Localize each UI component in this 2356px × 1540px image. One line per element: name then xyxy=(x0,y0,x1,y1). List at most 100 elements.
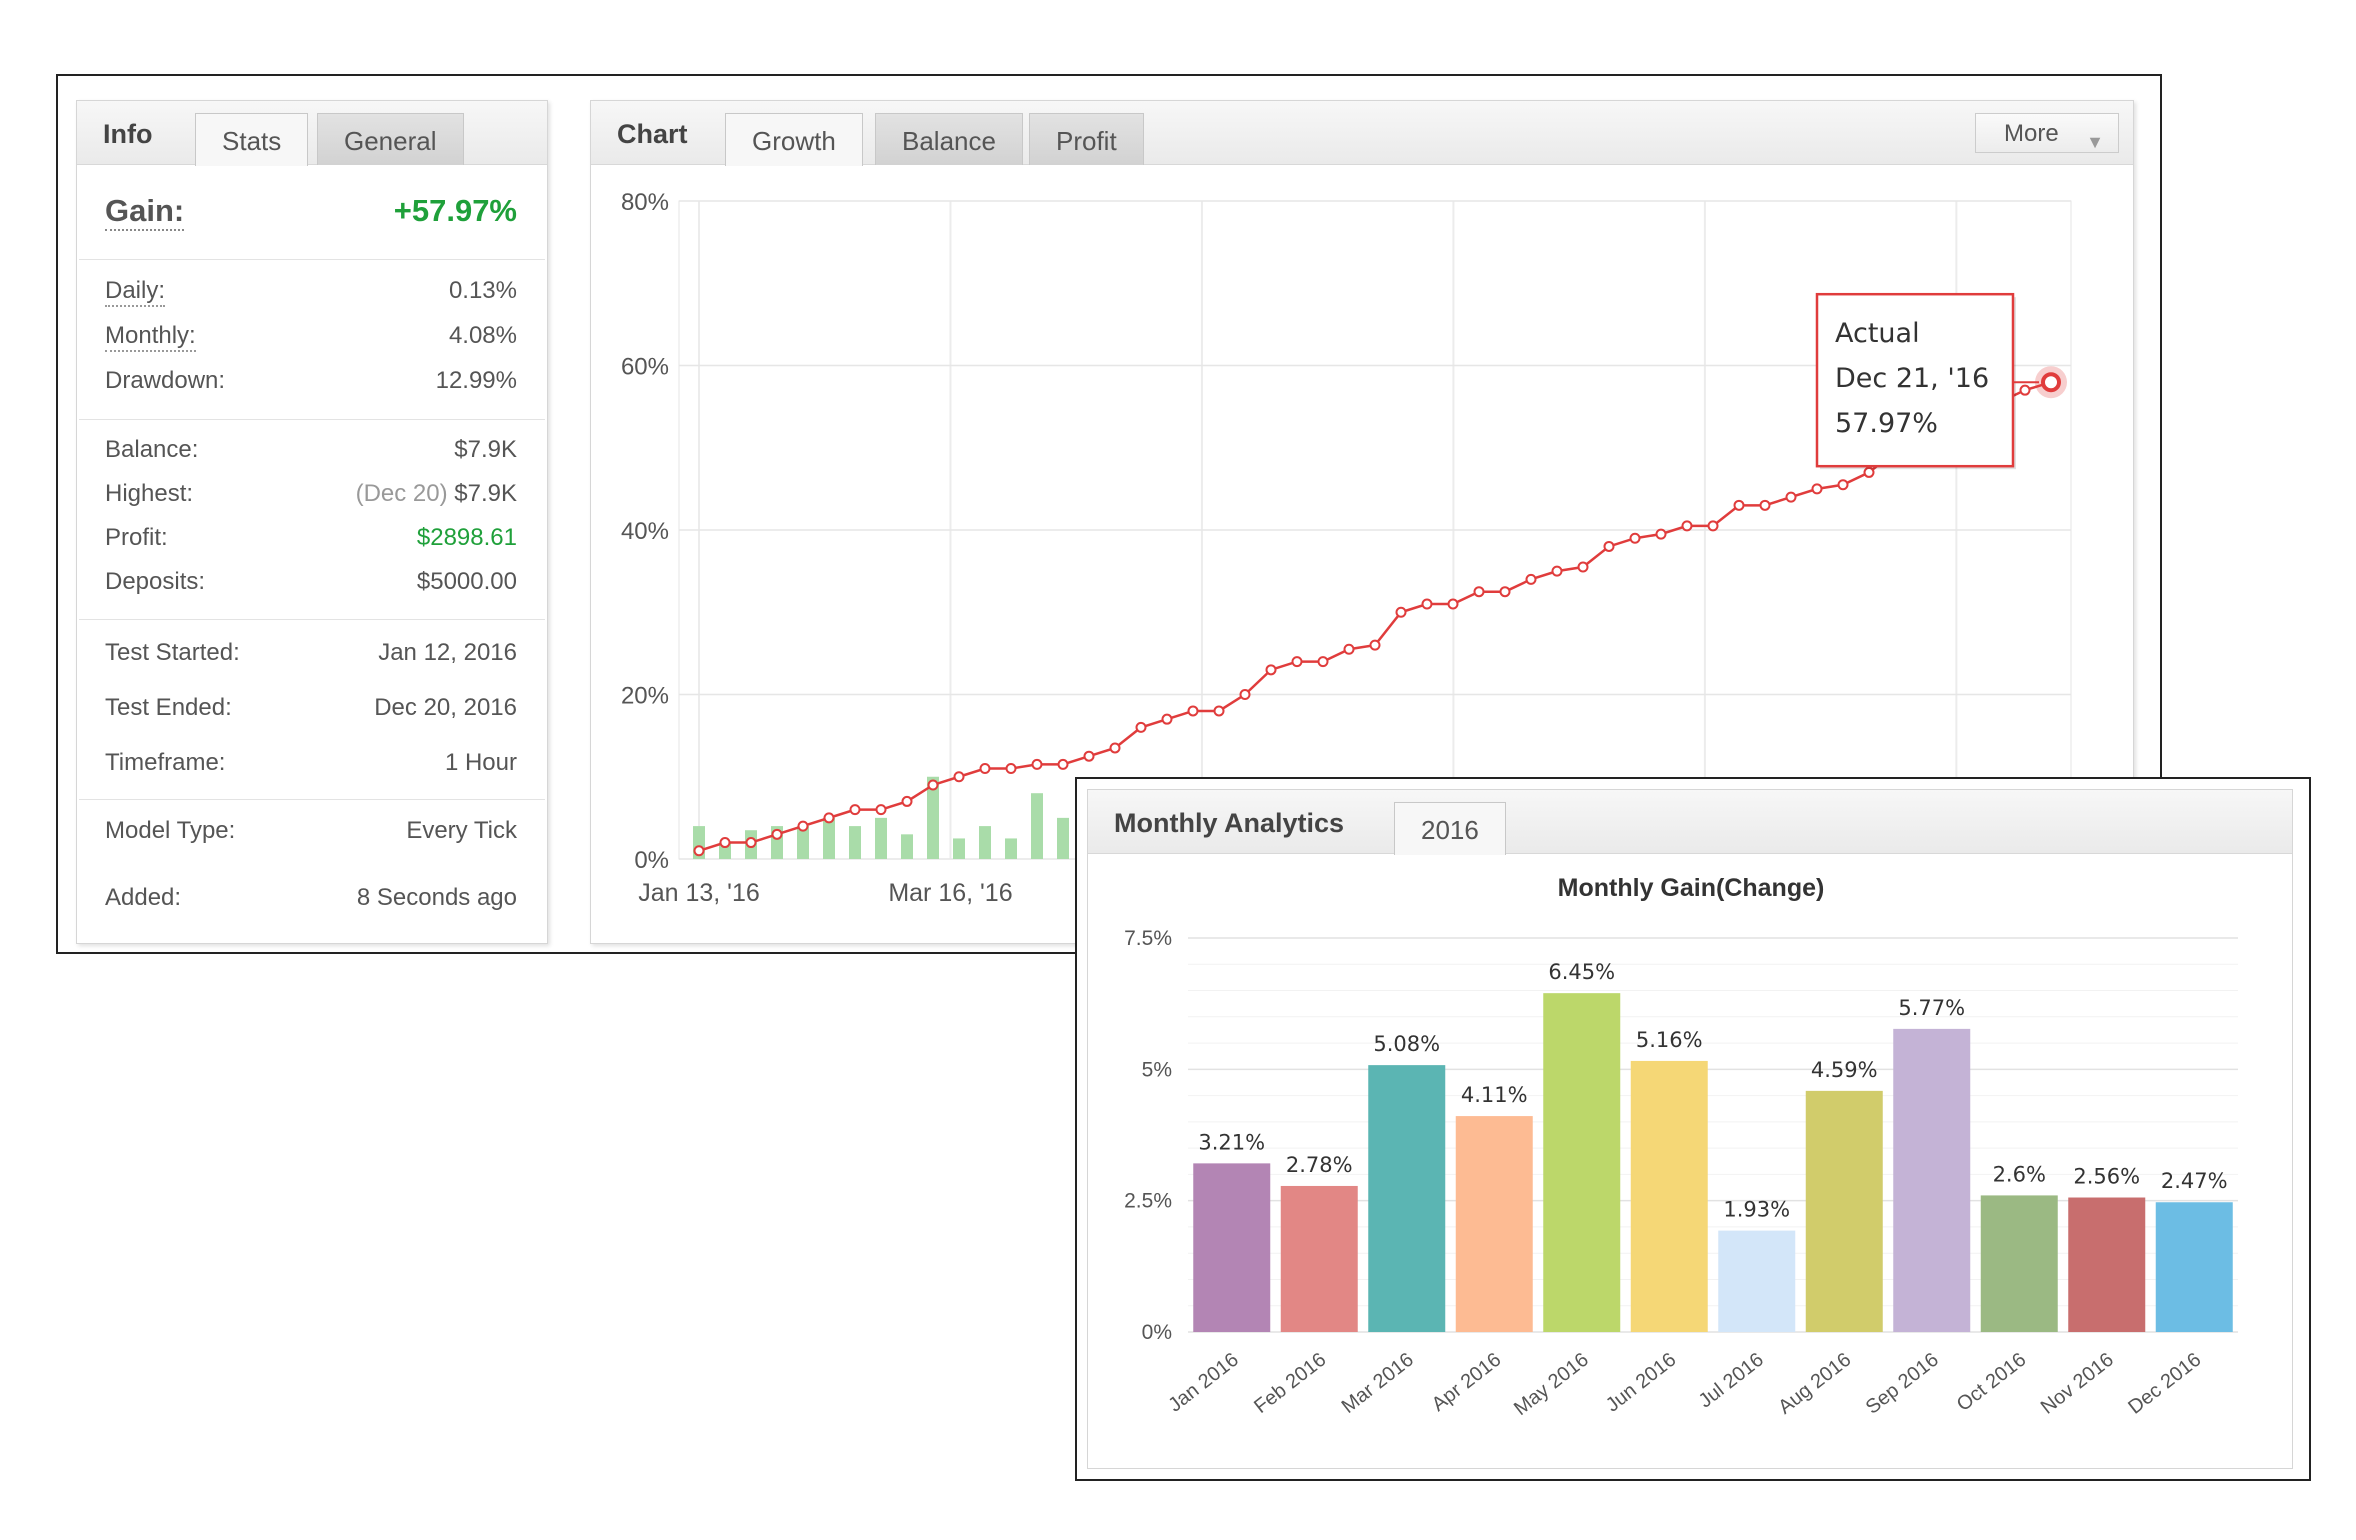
tooltip-series: Actual xyxy=(1835,318,1920,349)
data-point xyxy=(1837,479,1849,491)
data-point xyxy=(927,779,939,791)
bar xyxy=(1980,1195,2058,1332)
tab-year-2016[interactable]: 2016 xyxy=(1394,802,1506,855)
bar xyxy=(1893,1028,1971,1332)
data-point xyxy=(1031,758,1043,770)
drawdown-value: 12.99% xyxy=(435,367,517,394)
drawdown-row: Drawdown: 12.99% xyxy=(105,367,517,399)
monthly-value: 4.08% xyxy=(448,322,517,349)
y-tick-label: 0% xyxy=(634,847,669,874)
bar-value-label: 2.47% xyxy=(2161,1169,2228,1193)
divider xyxy=(79,259,545,260)
volume-bar xyxy=(823,817,835,859)
tab-profit[interactable]: Profit xyxy=(1029,113,1144,165)
bar-value-label: 2.6% xyxy=(1993,1162,2046,1186)
added-row: Added: 8 Seconds ago xyxy=(105,884,517,916)
data-point xyxy=(1343,643,1355,655)
data-point xyxy=(1733,499,1745,511)
chart-title: Chart xyxy=(617,119,688,149)
x-tick-label: Nov 2016 xyxy=(2037,1349,2118,1419)
x-tick-label: Sep 2016 xyxy=(1862,1349,1943,1419)
test-started-value: Jan 12, 2016 xyxy=(378,639,517,666)
y-tick-label: 0% xyxy=(1142,1321,1172,1344)
bar-value-label: 4.11% xyxy=(1461,1083,1528,1107)
data-point xyxy=(745,837,757,849)
data-point xyxy=(1863,466,1875,478)
y-tick-label: 20% xyxy=(621,683,669,710)
daily-value: 0.13% xyxy=(448,277,517,304)
highlight-point xyxy=(2041,372,2061,393)
timeframe-label: Timeframe: xyxy=(105,749,226,776)
bar xyxy=(1368,1065,1446,1332)
gain-label[interactable]: Gain: xyxy=(105,193,185,231)
bar-value-label: 2.56% xyxy=(2073,1165,2140,1189)
added-value: 8 Seconds ago xyxy=(356,884,517,911)
data-point xyxy=(1083,750,1095,762)
y-tick-label: 40% xyxy=(621,518,669,545)
data-point xyxy=(1421,598,1433,610)
highest-row: Highest: (Dec 20) $7.9K xyxy=(105,480,517,512)
deposits-row: Deposits: $5000.00 xyxy=(105,568,517,600)
gain-row: Gain: +57.97% xyxy=(105,193,517,243)
model-type-label: Model Type: xyxy=(105,817,236,844)
balance-value: $7.9K xyxy=(454,436,517,463)
tab-growth[interactable]: Growth xyxy=(725,113,863,166)
volume-bar xyxy=(797,826,809,859)
volume-bar xyxy=(849,826,861,859)
tooltip-box xyxy=(1815,292,2015,468)
deposits-value: $5000.00 xyxy=(416,568,517,595)
data-point xyxy=(1629,532,1641,544)
x-tick-label: Oct 2016 xyxy=(1953,1349,2031,1416)
gain-value: +57.97% xyxy=(393,193,517,228)
bar-value-label: 1.93% xyxy=(1723,1198,1790,1222)
volume-bar xyxy=(927,776,939,859)
volume-bar xyxy=(901,834,913,859)
data-point xyxy=(1291,656,1303,668)
data-point xyxy=(1057,758,1069,770)
bar xyxy=(1193,1163,1271,1332)
divider xyxy=(79,419,545,420)
bar-value-label: 4.59% xyxy=(1811,1058,1878,1082)
profit-label: Profit: xyxy=(105,524,168,551)
profit-row: Profit: $2898.61 xyxy=(105,524,517,556)
data-point xyxy=(1603,540,1615,552)
bar-value-label: 5.16% xyxy=(1636,1028,1703,1052)
data-point xyxy=(1681,520,1693,532)
data-point xyxy=(901,795,913,807)
model-type-row: Model Type: Every Tick xyxy=(105,817,517,849)
y-tick-label: 60% xyxy=(621,354,669,381)
data-point xyxy=(1317,656,1329,668)
daily-label[interactable]: Daily: xyxy=(105,277,166,307)
data-point xyxy=(1213,705,1225,717)
monthly-title: Monthly Analytics xyxy=(1114,808,1345,838)
data-point xyxy=(823,812,835,824)
data-point xyxy=(1525,573,1537,585)
tab-general[interactable]: General xyxy=(317,113,464,165)
data-point xyxy=(1655,528,1667,540)
bar xyxy=(2068,1197,2146,1332)
tab-balance[interactable]: Balance xyxy=(875,113,1023,165)
x-tick-label: Apr 2016 xyxy=(1428,1349,1506,1416)
data-point xyxy=(1265,664,1277,676)
monthly-analytics-frame: Monthly Analytics 2016 Monthly Gain(Chan… xyxy=(1075,777,2311,1481)
bar xyxy=(1630,1060,1708,1332)
test-ended-row: Test Ended: Dec 20, 2016 xyxy=(105,694,517,726)
x-tick-label: Jan 13, '16 xyxy=(638,879,760,907)
more-dropdown[interactable]: More ▼ xyxy=(1975,113,2119,153)
highest-value-group: (Dec 20) $7.9K xyxy=(356,480,517,508)
data-point xyxy=(1759,499,1771,511)
chart-tabbar: Chart Growth Balance Profit More ▼ xyxy=(591,101,2133,166)
y-tick-label: 80% xyxy=(621,189,669,216)
profit-value: $2898.61 xyxy=(416,524,517,551)
bar xyxy=(2155,1202,2233,1332)
data-point xyxy=(979,763,991,775)
bar xyxy=(1280,1185,1358,1332)
bar xyxy=(1718,1230,1796,1332)
tab-stats[interactable]: Stats xyxy=(195,113,309,166)
data-point xyxy=(1785,491,1797,503)
monthly-label[interactable]: Monthly: xyxy=(105,322,196,352)
data-point xyxy=(1811,483,1823,495)
data-point xyxy=(1551,565,1563,577)
x-tick-label: Mar 16, '16 xyxy=(888,879,1012,907)
x-tick-label: Jun 2016 xyxy=(1602,1349,1680,1417)
